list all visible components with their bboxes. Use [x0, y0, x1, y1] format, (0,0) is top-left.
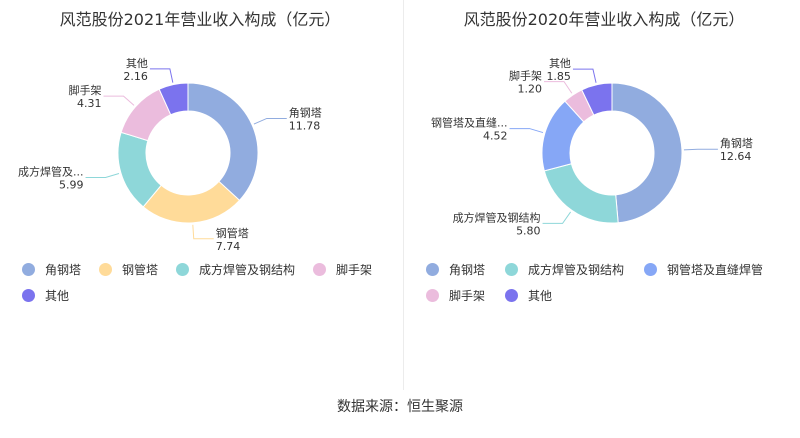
leader-line-4	[149, 68, 174, 83]
leader-line-2	[509, 128, 544, 134]
legend-item[interactable]: 成方焊管及钢结构	[505, 261, 624, 278]
legend-dot-icon	[313, 262, 327, 276]
legend-dot-icon	[505, 288, 519, 302]
slice-label-4: 其他	[549, 57, 571, 70]
legend-item[interactable]: 脚手架	[426, 287, 485, 304]
slice-4	[581, 82, 613, 116]
slice-value-2: 4.52	[483, 130, 508, 143]
slice-label-1: 钢管塔	[216, 226, 249, 240]
legend-row: 其他	[22, 282, 402, 308]
legend-label: 脚手架	[336, 262, 373, 277]
slice-value-3: 4.31	[77, 97, 102, 110]
legend-label: 成方焊管及钢结构	[199, 262, 296, 277]
legend-dot-icon	[22, 288, 35, 302]
legend-dot-icon	[426, 262, 439, 276]
legend-label: 角钢塔	[449, 262, 486, 277]
legend-dot-icon	[505, 262, 519, 276]
leader-line-3	[103, 95, 135, 106]
slice-label-0: 角钢塔	[289, 106, 322, 119]
slice-0	[187, 82, 259, 202]
slice-value-0: 11.78	[289, 119, 321, 132]
legend-label: 角钢塔	[45, 262, 82, 277]
legend-label: 钢管塔及直缝焊管	[667, 262, 764, 277]
legend-item[interactable]: 角钢塔	[22, 261, 81, 278]
slice-4	[158, 82, 189, 116]
chart-2021-title: 风范股份2021年营业收入构成（亿元）	[59, 10, 341, 29]
slice-value-0: 12.64	[720, 150, 752, 163]
leader-line-1	[542, 211, 572, 224]
slice-label-3: 脚手架	[509, 69, 542, 83]
legend-dot-icon	[644, 262, 658, 276]
chart-2020-panel: 风范股份2020年营业收入构成（亿元） 角钢塔 12.64 成方焊管及钢结构 5.80…	[404, 0, 800, 390]
legend-row: 角钢塔 钢管塔 成方焊管及钢结构 脚手架	[22, 256, 402, 282]
chart-2020-title: 风范股份2020年营业收入构成（亿元）	[463, 10, 745, 29]
leader-line-4	[572, 68, 597, 83]
slice-label-3: 脚手架	[69, 83, 102, 97]
leader-line-0	[683, 148, 718, 151]
slice-label-0: 角钢塔	[720, 137, 753, 150]
leader-line-0	[253, 117, 287, 125]
legend-label: 脚手架	[449, 288, 486, 303]
slice-value-2: 5.99	[59, 178, 84, 191]
slice-0	[611, 82, 683, 224]
legend-item[interactable]: 钢管塔及直缝焊管	[644, 261, 763, 278]
chart-2021-legend: 角钢塔 钢管塔 成方焊管及钢结构 脚手架其他	[22, 256, 402, 308]
legend-item[interactable]: 其他	[505, 287, 552, 304]
legend-row: 脚手架 其他	[426, 282, 800, 308]
legend-label: 钢管塔	[122, 262, 159, 277]
slice-label-2: 成方焊管及...	[18, 164, 84, 178]
panel-divider	[403, 0, 404, 390]
legend-item[interactable]: 钢管塔	[99, 261, 158, 278]
slice-value-4: 1.85	[546, 70, 571, 83]
legend-item[interactable]: 其他	[22, 287, 69, 304]
legend-item[interactable]: 成方焊管及钢结构	[176, 261, 295, 278]
legend-item[interactable]: 脚手架	[313, 261, 372, 278]
slice-value-1: 5.80	[516, 224, 541, 237]
leader-line-3	[544, 81, 573, 94]
legend-dot-icon	[426, 288, 439, 302]
slice-label-2: 钢管塔及直缝...	[431, 116, 508, 130]
leader-line-2	[85, 173, 120, 178]
slice-label-4: 其他	[126, 57, 148, 70]
legend-row: 角钢塔 成方焊管及钢结构 钢管塔及直缝焊管	[426, 256, 800, 282]
legend-label: 其他	[45, 288, 70, 303]
slice-1	[543, 163, 619, 224]
slice-label-1: 成方焊管及钢结构	[453, 210, 541, 224]
slice-value-4: 2.16	[123, 70, 148, 83]
legend-dot-icon	[99, 262, 113, 276]
legend-dot-icon	[22, 262, 35, 276]
chart-2020-legend: 角钢塔 成方焊管及钢结构 钢管塔及直缝焊管脚手架 其他	[426, 256, 800, 308]
data-source: 数据来源：恒生聚源	[337, 399, 463, 415]
slice-value-3: 1.20	[518, 83, 543, 96]
slice-value-1: 7.74	[216, 240, 241, 253]
leader-line-1	[192, 224, 214, 240]
legend-item[interactable]: 角钢塔	[426, 261, 485, 278]
chart-2021-panel: 风范股份2021年营业收入构成（亿元） 角钢塔 11.78 钢管塔 7.74 成方焊管及…	[0, 0, 400, 390]
legend-dot-icon	[176, 262, 190, 276]
legend-label: 其他	[528, 288, 553, 303]
legend-label: 成方焊管及钢结构	[528, 262, 625, 277]
